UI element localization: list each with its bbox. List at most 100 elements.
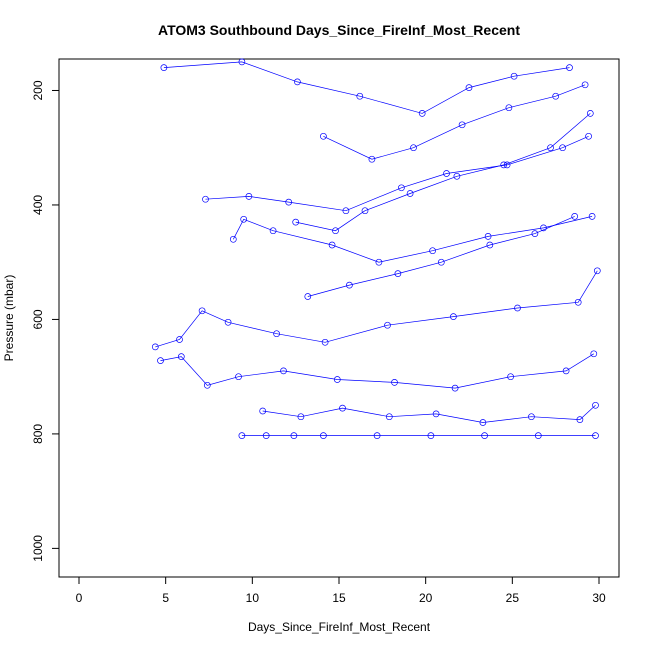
data-point: [571, 213, 579, 220]
data-point: [410, 144, 417, 152]
data-point: [384, 321, 391, 329]
data-point: [280, 367, 287, 375]
data-point: [328, 241, 336, 249]
data-point: [224, 318, 232, 326]
data-point: [429, 247, 436, 255]
data-point: [514, 304, 521, 312]
data-point: [151, 343, 159, 351]
data-point: [273, 330, 280, 338]
x-tick-label: 10: [246, 591, 260, 605]
data-point: [528, 413, 535, 421]
y-axis-label: Pressure (mbar): [2, 275, 16, 362]
data-point: [320, 432, 327, 439]
data-point: [157, 357, 164, 364]
data-point: [437, 258, 445, 266]
data-point: [398, 184, 405, 192]
data-point: [297, 413, 305, 421]
data-point: [321, 338, 329, 346]
data-point: [484, 233, 492, 240]
data-point: [593, 267, 601, 275]
data-point: [505, 104, 513, 112]
x-axis-label: Days_Since_FireInf_Most_Recent: [248, 620, 431, 634]
data-point: [198, 307, 206, 315]
data-point: [566, 64, 573, 71]
x-tick-label: 0: [76, 591, 83, 605]
series-line: [155, 270, 598, 348]
y-axis: 200 400 600 800 1000: [31, 80, 60, 562]
data-point: [585, 132, 592, 140]
data-point: [586, 110, 594, 117]
series-line: [205, 135, 589, 212]
data-point: [245, 193, 253, 200]
series-line: [307, 216, 575, 297]
data-point: [285, 198, 293, 206]
data-point: [262, 432, 270, 439]
x-axis: 0 5 10 15 20 25 30: [76, 576, 606, 605]
data-point: [450, 313, 457, 320]
x-tick-label: 25: [506, 591, 520, 605]
data-point: [534, 432, 542, 439]
data-point: [203, 381, 211, 389]
plot-frame: [58, 58, 620, 578]
data-point: [592, 401, 599, 409]
data-point: [202, 195, 209, 203]
data-point: [510, 72, 518, 80]
data-point: [559, 144, 566, 152]
data-point: [479, 419, 487, 426]
series-layer: [151, 58, 601, 439]
data-point: [259, 407, 267, 415]
data-point: [451, 384, 459, 392]
data-point: [394, 270, 402, 277]
data-point: [432, 410, 440, 418]
data-point: [552, 92, 560, 100]
data-point: [320, 132, 327, 140]
x-tick-label: 15: [332, 591, 346, 605]
data-point: [160, 64, 168, 71]
data-point: [333, 376, 341, 383]
x-tick-label: 30: [592, 591, 606, 605]
data-point: [588, 213, 596, 220]
y-tick-label: 400: [31, 195, 45, 215]
data-point: [465, 84, 473, 91]
data-point: [373, 432, 381, 439]
data-point: [332, 227, 339, 235]
data-point: [269, 227, 277, 235]
y-tick-label: 600: [31, 309, 45, 329]
data-point: [294, 78, 301, 86]
data-point: [458, 121, 466, 129]
series-line: [323, 84, 586, 160]
y-tick-label: 1000: [31, 535, 45, 562]
data-point: [342, 207, 350, 215]
data-point: [574, 298, 582, 306]
data-point: [356, 92, 364, 100]
data-point: [592, 432, 599, 439]
data-point: [507, 373, 514, 381]
y-tick-label: 200: [31, 80, 45, 100]
data-point: [229, 235, 237, 243]
data-point: [238, 432, 246, 439]
data-point: [385, 413, 393, 421]
data-point: [443, 170, 450, 177]
data-point: [486, 241, 494, 249]
x-tick-label: 5: [162, 591, 169, 605]
data-point: [576, 416, 584, 423]
x-tick-label: 20: [419, 591, 433, 605]
data-point: [304, 293, 312, 300]
data-point: [235, 373, 242, 381]
data-point: [339, 404, 346, 412]
data-point: [406, 190, 414, 197]
data-point: [427, 432, 435, 439]
chart-title: ATOM3 Southbound Days_Since_FireInf_Most…: [158, 22, 520, 38]
series-line: [163, 61, 570, 114]
data-point: [292, 218, 300, 226]
data-point: [481, 432, 488, 439]
data-point: [290, 432, 298, 439]
data-point: [238, 58, 246, 66]
data-point: [581, 81, 589, 89]
data-point: [368, 155, 376, 163]
data-point: [240, 215, 248, 223]
series-line: [295, 113, 591, 232]
data-point: [562, 367, 570, 375]
data-point: [547, 144, 554, 152]
